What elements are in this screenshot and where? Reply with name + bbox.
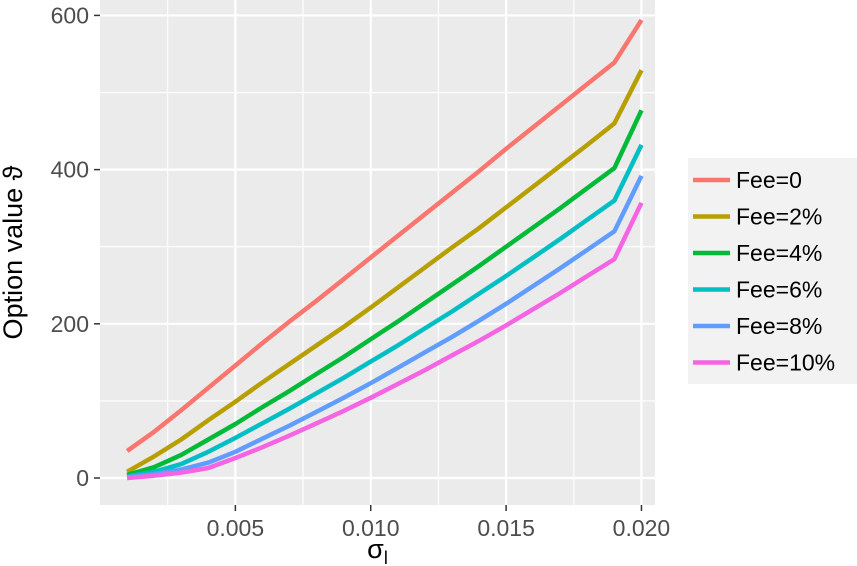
series-line-1 — [125, 18, 644, 453]
series-line-3 — [126, 109, 644, 478]
x-axis: 0.005 0.010 0.015 0.020 — [207, 505, 671, 541]
x-tick-label: 0.010 — [342, 515, 400, 541]
x-axis-title-symbol: σ — [367, 534, 384, 564]
legend: Fee=0 Fee=2% Fee=4% Fee=6% Fee=8% Fee=10% — [688, 158, 857, 384]
y-axis: 0 200 400 600 — [51, 2, 100, 491]
series-line-2 — [125, 69, 644, 474]
y-axis-title: Option value ϑ — [0, 165, 28, 339]
series-line-4 — [126, 143, 644, 479]
series-line-6 — [126, 201, 644, 481]
legend-label-6: Fee=10% — [736, 350, 835, 376]
x-tick-label: 0.015 — [477, 515, 535, 541]
minor-gridlines — [100, 0, 655, 505]
legend-label-4: Fee=6% — [736, 277, 822, 303]
y-tick-label: 0 — [76, 465, 89, 491]
y-tick-label: 200 — [51, 311, 89, 337]
y-tick-label: 400 — [51, 157, 89, 183]
major-gridlines — [100, 0, 655, 505]
x-tick-label: 0.020 — [613, 515, 671, 541]
x-tick-label: 0.005 — [207, 515, 265, 541]
y-tick-label: 600 — [51, 2, 89, 28]
x-axis-title: σl — [367, 534, 388, 566]
legend-label-5: Fee=8% — [736, 313, 822, 339]
legend-label-2: Fee=2% — [736, 204, 822, 230]
legend-label-1: Fee=0 — [736, 167, 802, 193]
legend-label-3: Fee=4% — [736, 240, 822, 266]
series-line-5 — [126, 174, 644, 480]
x-axis-title-subscript: l — [384, 548, 388, 566]
series-lines — [125, 18, 644, 481]
